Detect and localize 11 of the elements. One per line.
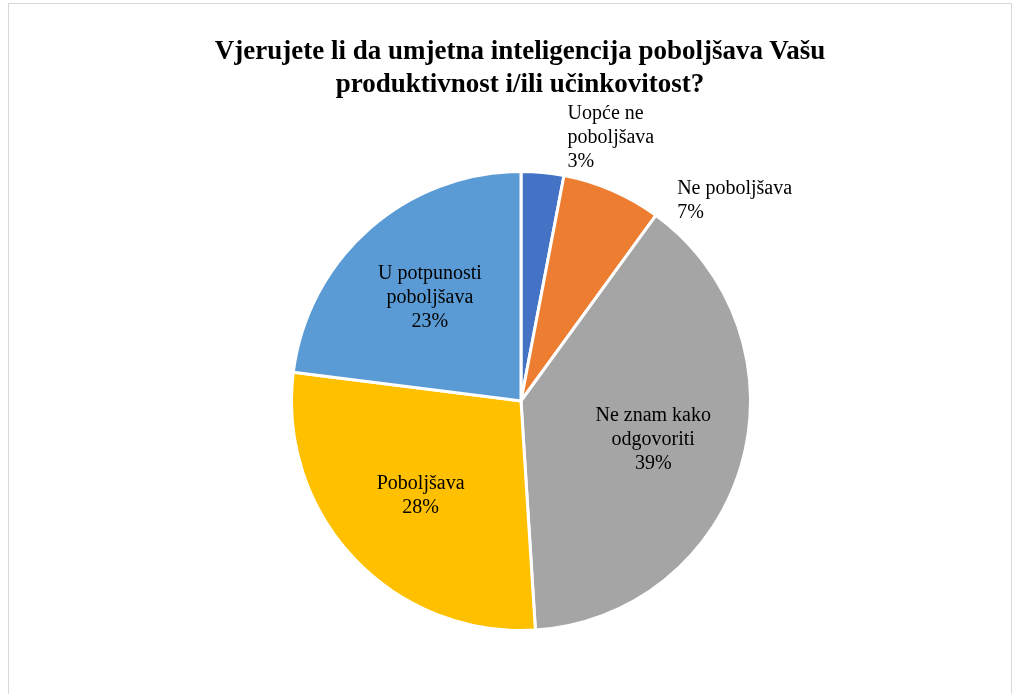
data-label: 3% — [567, 148, 595, 171]
slice-label: U potpunosti poboljšava — [377, 260, 483, 308]
data-label: 28% — [402, 494, 439, 517]
data-label: 7% — [677, 199, 704, 222]
slice-label: Ne znam kako odgovoriti — [595, 402, 711, 450]
chart-title: Vjerujete li da umjetna inteligencija poboljšava Vašu produktivnost i/ili učinkovitost? — [213, 34, 827, 100]
data-label: 23% — [411, 308, 449, 331]
slice-label: Ne poboljšava — [677, 175, 793, 199]
slice-label: Uopće ne poboljšava — [567, 100, 655, 148]
data-label: 39% — [634, 450, 672, 473]
slice-label: Poboljšava — [376, 470, 465, 494]
